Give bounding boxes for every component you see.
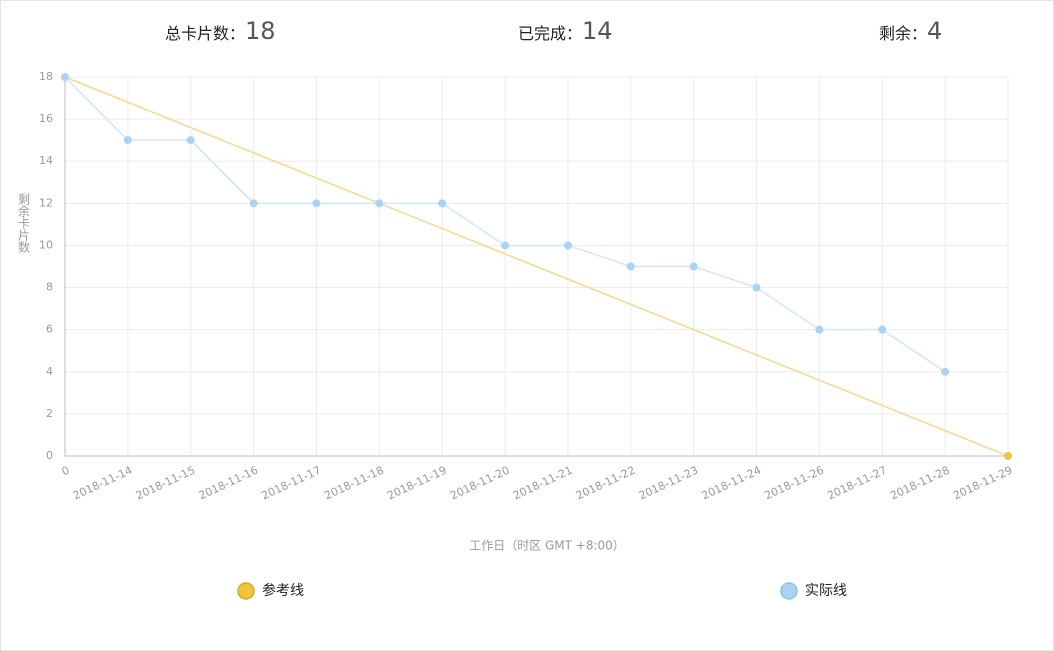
stat-label: 已完成： xyxy=(518,24,583,43)
data-point xyxy=(941,367,950,376)
data-point xyxy=(123,136,132,145)
stat-value: 14 xyxy=(582,17,613,45)
data-point xyxy=(375,199,384,208)
y-tick-label: 0 xyxy=(46,449,53,462)
x-tick-label: 2018-11-29 xyxy=(951,464,1014,503)
y-tick-label: 16 xyxy=(39,112,53,125)
y-tick-label: 12 xyxy=(39,196,53,209)
data-point xyxy=(1004,452,1012,460)
x-tick-label: 2018-11-14 xyxy=(71,464,134,503)
x-tick-label: 2018-11-18 xyxy=(322,464,385,503)
x-tick-label: 2018-11-16 xyxy=(197,464,260,503)
y-tick-label: 8 xyxy=(46,281,53,294)
data-point xyxy=(878,325,887,334)
y-tick-label: 2 xyxy=(46,407,53,420)
data-point xyxy=(61,73,69,81)
x-tick-label: 0 xyxy=(60,464,72,479)
stat-label: 总卡片数： xyxy=(165,24,246,43)
series-line xyxy=(64,76,1009,457)
stat-done: 已完成：14 xyxy=(518,17,613,45)
x-tick-label: 2018-11-20 xyxy=(448,464,511,503)
stat-total: 总卡片数：18 xyxy=(165,17,276,45)
y-tick-label: 4 xyxy=(46,365,53,378)
legend-label: 实际线 xyxy=(805,583,847,599)
data-point xyxy=(815,325,824,334)
data-point xyxy=(501,241,510,250)
x-tick-label: 2018-11-26 xyxy=(762,464,825,503)
data-point xyxy=(186,136,195,145)
x-tick-label: 2018-11-21 xyxy=(511,464,574,503)
x-axis-label: 工作日（时区 GMT +8:00） xyxy=(469,539,625,553)
legend-label: 参考线 xyxy=(262,582,304,599)
y-tick-label: 10 xyxy=(39,238,53,251)
stat-value: 18 xyxy=(245,17,276,45)
y-tick-label: 14 xyxy=(39,154,53,167)
x-tick-label: 2018-11-28 xyxy=(888,464,951,503)
x-tick-label: 2018-11-27 xyxy=(825,464,888,503)
x-tick-label: 2018-11-24 xyxy=(700,464,763,503)
x-tick-label: 2018-11-19 xyxy=(385,464,448,503)
x-tick-label: 2018-11-22 xyxy=(574,464,637,503)
legend-swatch xyxy=(780,582,798,600)
x-tick-label: 2018-11-23 xyxy=(637,464,700,503)
y-tick-label: 6 xyxy=(46,323,53,336)
y-tick-label: 18 xyxy=(39,70,53,83)
data-point xyxy=(312,199,321,208)
data-point xyxy=(249,199,258,208)
data-point xyxy=(563,241,572,250)
x-tick-label: 2018-11-17 xyxy=(260,464,323,503)
x-tick-label: 2018-11-15 xyxy=(134,464,197,503)
data-point xyxy=(626,262,635,271)
data-point xyxy=(438,199,447,208)
stat-remaining: 剩余：4 xyxy=(879,17,942,45)
stat-value: 4 xyxy=(927,17,943,45)
data-point xyxy=(689,262,698,271)
y-axis-label: 剩余卡片数 xyxy=(17,193,31,254)
legend-swatch xyxy=(237,582,255,600)
stat-label: 剩余： xyxy=(879,24,928,43)
data-point xyxy=(752,283,761,292)
